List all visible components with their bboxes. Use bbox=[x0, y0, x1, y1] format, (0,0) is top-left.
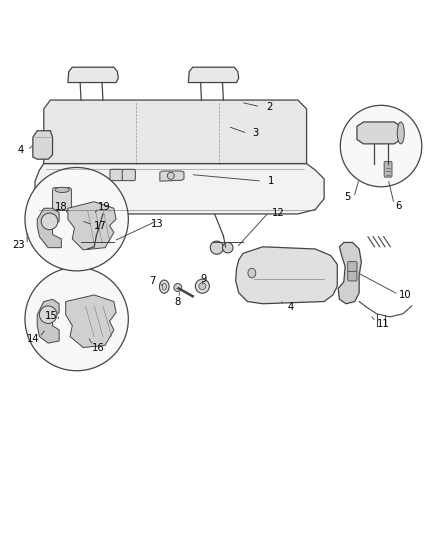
Circle shape bbox=[340, 106, 422, 187]
Ellipse shape bbox=[397, 122, 404, 144]
Text: 13: 13 bbox=[152, 219, 164, 229]
Text: 14: 14 bbox=[27, 334, 39, 344]
Polygon shape bbox=[160, 171, 184, 181]
Text: 7: 7 bbox=[149, 276, 155, 286]
Polygon shape bbox=[68, 67, 118, 83]
Circle shape bbox=[210, 241, 223, 254]
Polygon shape bbox=[35, 164, 324, 214]
FancyBboxPatch shape bbox=[348, 271, 357, 281]
Circle shape bbox=[223, 243, 233, 253]
Circle shape bbox=[91, 243, 102, 253]
Polygon shape bbox=[37, 208, 61, 248]
Ellipse shape bbox=[159, 280, 169, 293]
Text: 10: 10 bbox=[399, 290, 411, 301]
FancyBboxPatch shape bbox=[53, 188, 71, 211]
Circle shape bbox=[199, 282, 206, 290]
Circle shape bbox=[39, 306, 57, 324]
Text: 16: 16 bbox=[92, 343, 105, 353]
Text: 6: 6 bbox=[396, 201, 402, 211]
Text: 11: 11 bbox=[376, 319, 389, 329]
Circle shape bbox=[167, 172, 174, 179]
Circle shape bbox=[41, 213, 58, 230]
Text: 4: 4 bbox=[287, 302, 293, 312]
Text: 3: 3 bbox=[252, 128, 258, 139]
Text: 4: 4 bbox=[18, 146, 24, 156]
Circle shape bbox=[25, 167, 128, 271]
Ellipse shape bbox=[248, 268, 256, 278]
Text: 15: 15 bbox=[45, 311, 58, 321]
Text: 2: 2 bbox=[266, 102, 272, 111]
Circle shape bbox=[174, 284, 182, 292]
FancyBboxPatch shape bbox=[384, 161, 392, 177]
Text: 19: 19 bbox=[98, 203, 111, 212]
Text: 5: 5 bbox=[344, 192, 350, 203]
Text: 18: 18 bbox=[55, 203, 67, 212]
Circle shape bbox=[195, 279, 209, 293]
Circle shape bbox=[25, 268, 128, 371]
Polygon shape bbox=[33, 131, 53, 159]
Ellipse shape bbox=[162, 283, 166, 290]
FancyBboxPatch shape bbox=[110, 169, 123, 181]
Text: 23: 23 bbox=[13, 240, 25, 251]
Polygon shape bbox=[44, 100, 307, 164]
Polygon shape bbox=[357, 122, 401, 144]
Polygon shape bbox=[188, 67, 239, 83]
Ellipse shape bbox=[55, 187, 69, 192]
FancyBboxPatch shape bbox=[122, 169, 135, 181]
Circle shape bbox=[79, 241, 92, 254]
Text: 12: 12 bbox=[272, 208, 285, 218]
Text: 1: 1 bbox=[268, 176, 274, 186]
Polygon shape bbox=[68, 201, 116, 250]
Polygon shape bbox=[338, 243, 361, 304]
Polygon shape bbox=[37, 300, 59, 343]
Text: 17: 17 bbox=[93, 221, 106, 231]
Text: 9: 9 bbox=[200, 274, 206, 284]
Text: 8: 8 bbox=[174, 296, 180, 306]
FancyBboxPatch shape bbox=[348, 262, 357, 272]
Polygon shape bbox=[66, 295, 116, 348]
Polygon shape bbox=[236, 247, 337, 304]
